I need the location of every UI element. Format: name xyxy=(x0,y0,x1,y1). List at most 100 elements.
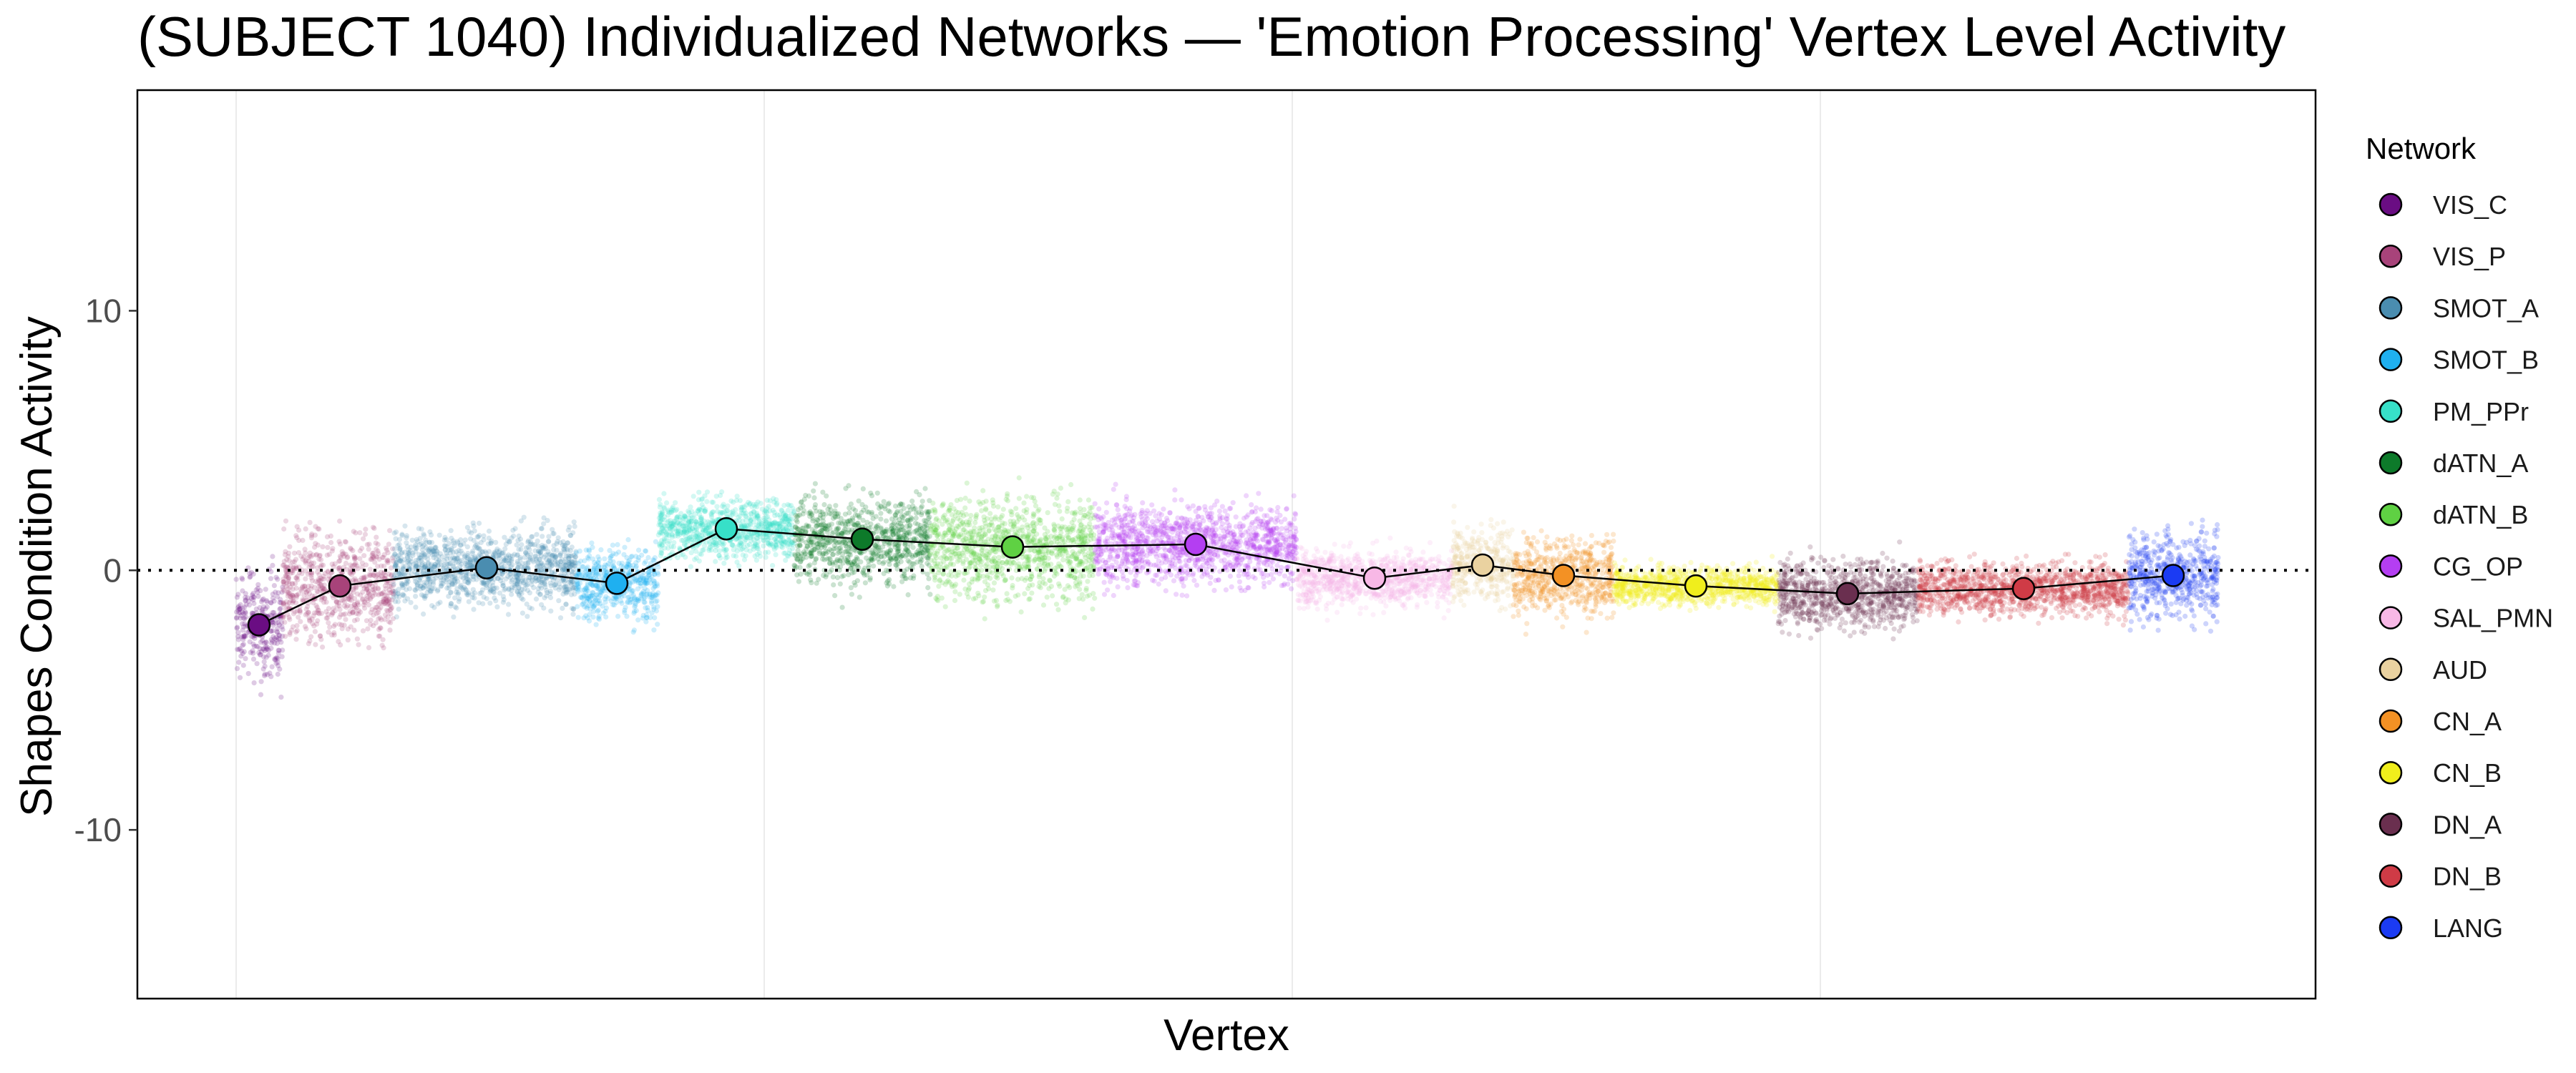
vertex-point xyxy=(490,552,496,558)
vertex-point xyxy=(635,586,641,592)
vertex-point xyxy=(313,603,319,609)
vertex-point xyxy=(304,611,310,617)
vertex-point xyxy=(308,533,314,539)
vertex-point xyxy=(1086,592,1093,598)
vertex-point xyxy=(280,627,286,632)
vertex-point xyxy=(498,578,504,584)
vertex-point xyxy=(844,549,849,554)
vertex-point xyxy=(386,599,392,606)
vertex-point xyxy=(371,550,376,557)
vertex-point xyxy=(611,564,617,570)
vertex-point xyxy=(798,572,804,577)
vertex-point xyxy=(262,673,268,679)
vertex-point xyxy=(318,597,324,603)
vertex-point xyxy=(835,550,841,557)
vertex-point xyxy=(428,589,434,595)
vertex-point xyxy=(265,652,271,658)
vertex-point xyxy=(909,498,915,504)
vertex-point xyxy=(809,511,815,516)
vertex-point xyxy=(294,608,301,614)
vertex-point xyxy=(337,567,343,573)
vertex-point xyxy=(426,561,431,567)
vertex-point xyxy=(539,602,545,607)
vertex-point xyxy=(270,592,275,597)
vertex-point xyxy=(359,560,365,566)
vertex-point xyxy=(902,542,908,547)
vertex-point xyxy=(321,595,327,601)
vertex-point xyxy=(336,622,342,627)
vertex-point xyxy=(293,637,299,642)
vertex-point xyxy=(372,559,378,565)
vertex-point xyxy=(686,529,691,534)
vertex-point xyxy=(675,555,680,561)
vertex-point xyxy=(404,535,409,541)
vertex-point xyxy=(519,595,525,601)
vertex-point xyxy=(692,557,698,562)
vertex-point xyxy=(389,604,395,611)
vertex-point xyxy=(363,562,369,568)
vertex-point xyxy=(320,645,326,650)
vertex-point xyxy=(353,530,358,536)
vertex-point xyxy=(284,574,290,579)
vertex-point xyxy=(361,585,367,592)
vertex-point xyxy=(275,629,280,635)
vertex-point xyxy=(431,604,437,610)
vertex-point xyxy=(369,557,375,562)
vertex-point xyxy=(286,581,292,587)
vertex-point xyxy=(778,539,784,544)
vertex-point xyxy=(371,612,376,618)
vertex-point xyxy=(241,611,247,617)
vertex-point xyxy=(709,514,715,520)
vertex-point xyxy=(258,588,263,594)
vertex-point xyxy=(280,584,286,590)
vertex-point xyxy=(345,554,351,560)
vertex-point xyxy=(324,552,330,558)
vertex-point xyxy=(546,534,552,539)
vertex-point xyxy=(250,610,255,616)
vertex-point xyxy=(366,645,372,651)
vertex-point xyxy=(633,563,639,569)
vertex-point xyxy=(848,501,854,507)
vertex-point xyxy=(278,600,284,606)
vertex-point xyxy=(283,567,288,572)
vertex-point xyxy=(285,591,291,597)
vertex-point xyxy=(379,569,384,575)
vertex-point xyxy=(251,643,257,650)
vertex-point xyxy=(271,609,277,615)
vertex-point xyxy=(610,559,616,565)
vertex-point xyxy=(271,598,277,604)
vertex-point xyxy=(315,569,321,575)
vertex-point xyxy=(357,577,363,583)
vertex-point xyxy=(286,600,292,606)
vertex-point xyxy=(367,567,374,572)
vertex-point xyxy=(279,654,285,660)
vertex-point xyxy=(296,591,302,597)
vertex-point xyxy=(1044,594,1050,600)
vertex-point xyxy=(312,544,318,550)
vertex-point xyxy=(834,574,841,581)
vertex-point xyxy=(303,560,308,566)
vertex-point xyxy=(235,637,241,642)
vertex-point xyxy=(880,530,886,536)
vertex-point xyxy=(379,554,386,560)
vertex-point xyxy=(355,566,361,572)
vertex-point xyxy=(237,606,243,612)
vertex-point xyxy=(376,586,381,592)
vertex-point xyxy=(341,597,346,603)
vertex-point xyxy=(299,588,305,594)
vertex-point xyxy=(243,597,248,603)
vertex-point xyxy=(291,594,296,600)
vertex-point xyxy=(268,645,274,651)
vertex-point xyxy=(861,567,867,574)
vertex-point xyxy=(364,587,370,592)
vertex-point xyxy=(243,614,248,620)
vertex-point xyxy=(270,620,276,626)
vertex-point xyxy=(518,564,524,569)
vertex-point xyxy=(638,580,643,587)
vertex-point xyxy=(308,634,314,640)
vertex-point xyxy=(291,611,297,617)
vertex-point xyxy=(238,653,244,659)
vertex-point xyxy=(459,574,464,579)
vertex-point xyxy=(889,526,894,531)
vertex-point xyxy=(442,534,448,541)
